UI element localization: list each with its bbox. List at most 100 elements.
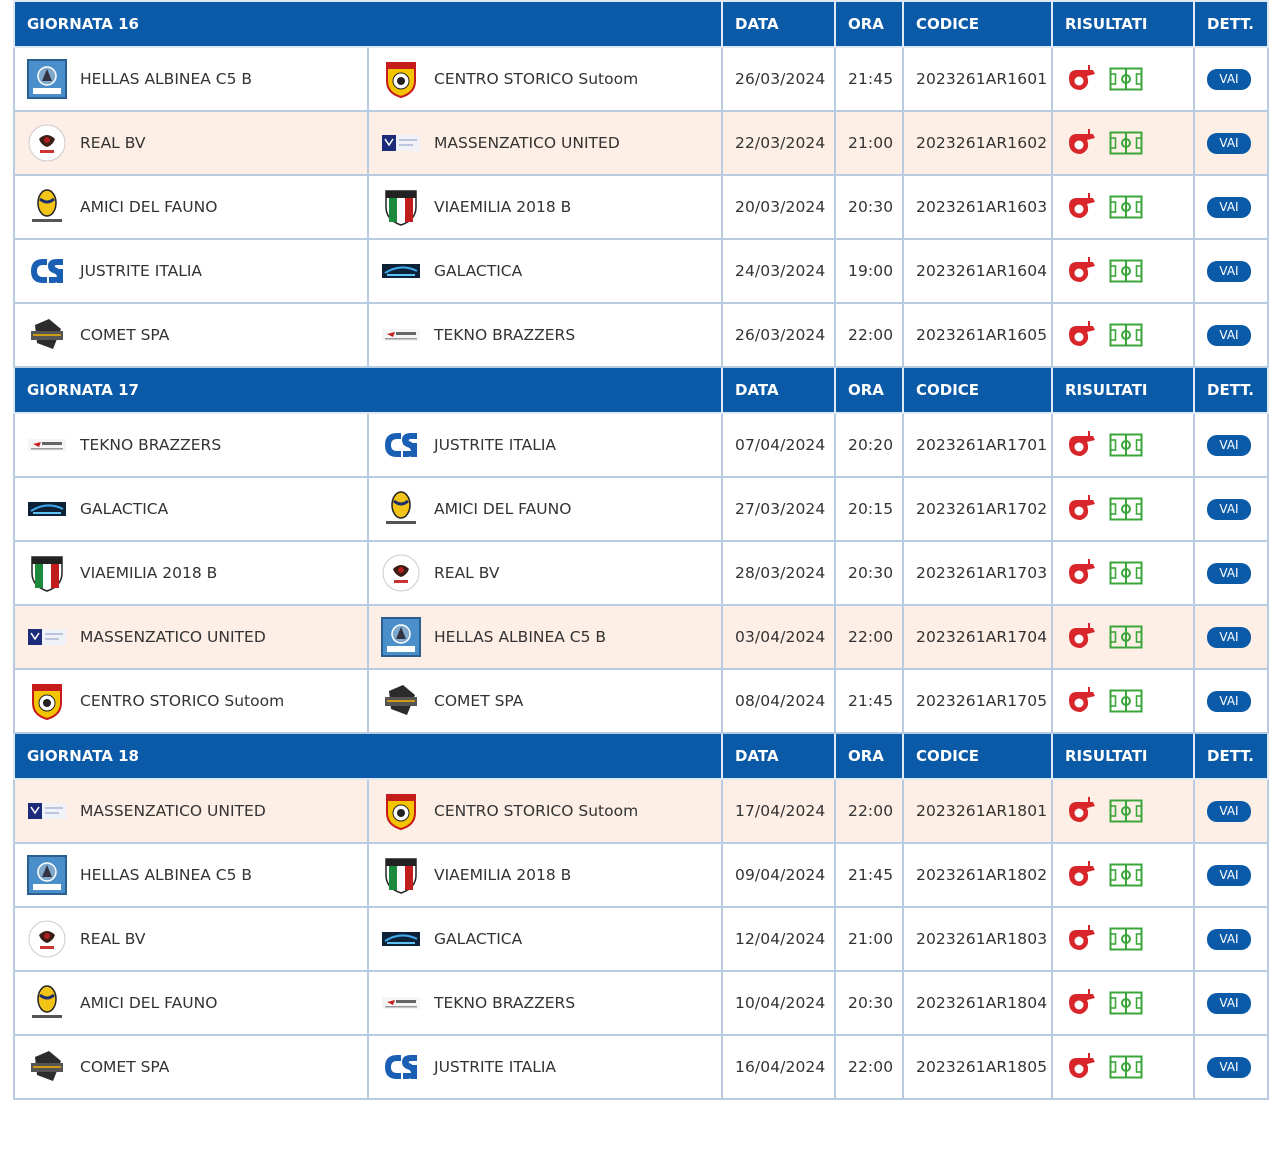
whistle-icon[interactable]: [1065, 64, 1099, 94]
vai-button[interactable]: VAI: [1207, 260, 1251, 282]
away-team-cell: AMICI DEL FAUNO: [367, 476, 723, 542]
details-cell: VAI: [1193, 110, 1269, 176]
col-ora-header: ORA: [834, 732, 904, 780]
vai-button[interactable]: VAI: [1207, 928, 1251, 950]
whistle-icon[interactable]: [1065, 686, 1099, 716]
results-cell: [1051, 1034, 1195, 1100]
vai-button[interactable]: VAI: [1207, 864, 1251, 886]
vai-button[interactable]: VAI: [1207, 324, 1251, 346]
centro-storico-logo: [381, 59, 421, 99]
whistle-icon[interactable]: [1065, 924, 1099, 954]
home-team-cell: JUSTRITE ITALIA: [13, 238, 369, 304]
match-date: 07/04/2024: [721, 412, 836, 478]
vai-button[interactable]: VAI: [1207, 132, 1251, 154]
home-team-name: VIAEMILIA 2018 B: [80, 564, 218, 582]
match-code: 2023261AR1604: [902, 238, 1053, 304]
field-icon[interactable]: [1109, 927, 1143, 951]
home-team-name: TEKNO BRAZZERS: [80, 436, 222, 454]
match-time: 22:00: [834, 778, 904, 844]
vai-button[interactable]: VAI: [1207, 800, 1251, 822]
results-cell: [1051, 238, 1195, 304]
field-icon[interactable]: [1109, 991, 1143, 1015]
tekno-logo: [381, 983, 421, 1023]
field-icon[interactable]: [1109, 195, 1143, 219]
vai-button[interactable]: VAI: [1207, 1056, 1251, 1078]
vai-button[interactable]: VAI: [1207, 690, 1251, 712]
home-team-name: CENTRO STORICO Sutoom: [80, 692, 285, 710]
field-icon[interactable]: [1109, 433, 1143, 457]
justrite-logo: [27, 251, 67, 291]
whistle-icon[interactable]: [1065, 622, 1099, 652]
away-team-cell: COMET SPA: [367, 668, 723, 734]
whistle-icon[interactable]: [1065, 430, 1099, 460]
home-team-cell: COMET SPA: [13, 302, 369, 368]
away-team-cell: MASSENZATICO UNITED: [367, 110, 723, 176]
field-icon[interactable]: [1109, 323, 1143, 347]
field-icon[interactable]: [1109, 1055, 1143, 1079]
col-ora-header: ORA: [834, 0, 904, 48]
home-team-name: COMET SPA: [80, 1058, 170, 1076]
home-team-cell: GALACTICA: [13, 476, 369, 542]
match-date: 10/04/2024: [721, 970, 836, 1036]
col-codice-header: CODICE: [902, 366, 1053, 414]
match-code: 2023261AR1801: [902, 778, 1053, 844]
away-team-name: REAL BV: [434, 564, 500, 582]
details-cell: VAI: [1193, 238, 1269, 304]
viaemilia-logo: [27, 553, 67, 593]
whistle-icon[interactable]: [1065, 192, 1099, 222]
field-icon[interactable]: [1109, 863, 1143, 887]
whistle-icon[interactable]: [1065, 494, 1099, 524]
match-code: 2023261AR1705: [902, 668, 1053, 734]
whistle-icon[interactable]: [1065, 320, 1099, 350]
galactica-logo: [27, 489, 67, 529]
comet-logo: [381, 681, 421, 721]
vai-button[interactable]: VAI: [1207, 434, 1251, 456]
whistle-icon[interactable]: [1065, 256, 1099, 286]
galactica-logo: [381, 919, 421, 959]
schedule-table: GIORNATA 16 DATA ORA CODICE RISULTATI DE…: [13, 0, 1269, 1100]
match-row: COMET SPA TEKNO BRAZZERS 26/03/2024 22:0…: [13, 302, 1269, 368]
match-date: 20/03/2024: [721, 174, 836, 240]
whistle-icon[interactable]: [1065, 1052, 1099, 1082]
col-risultati-header: RISULTATI: [1051, 0, 1195, 48]
round-header: GIORNATA 17 DATA ORA CODICE RISULTATI DE…: [13, 366, 1269, 414]
whistle-icon[interactable]: [1065, 988, 1099, 1018]
massenzatico-logo: [381, 123, 421, 163]
field-icon[interactable]: [1109, 625, 1143, 649]
round-header: GIORNATA 18 DATA ORA CODICE RISULTATI DE…: [13, 732, 1269, 780]
field-icon[interactable]: [1109, 497, 1143, 521]
vai-button[interactable]: VAI: [1207, 68, 1251, 90]
match-date: 24/03/2024: [721, 238, 836, 304]
home-team-name: GALACTICA: [80, 500, 169, 518]
whistle-icon[interactable]: [1065, 128, 1099, 158]
vai-button[interactable]: VAI: [1207, 626, 1251, 648]
home-team-name: MASSENZATICO UNITED: [80, 802, 266, 820]
vai-button[interactable]: VAI: [1207, 498, 1251, 520]
vai-button[interactable]: VAI: [1207, 992, 1251, 1014]
away-team-cell: JUSTRITE ITALIA: [367, 1034, 723, 1100]
match-row: TEKNO BRAZZERS JUSTRITE ITALIA 07/04/202…: [13, 412, 1269, 478]
details-cell: VAI: [1193, 302, 1269, 368]
match-time: 22:00: [834, 604, 904, 670]
details-cell: VAI: [1193, 1034, 1269, 1100]
field-icon[interactable]: [1109, 689, 1143, 713]
home-team-cell: REAL BV: [13, 906, 369, 972]
details-cell: VAI: [1193, 906, 1269, 972]
field-icon[interactable]: [1109, 131, 1143, 155]
field-icon[interactable]: [1109, 67, 1143, 91]
home-team-cell: VIAEMILIA 2018 B: [13, 540, 369, 606]
away-team-cell: CENTRO STORICO Sutoom: [367, 46, 723, 112]
field-icon[interactable]: [1109, 799, 1143, 823]
centro-storico-logo: [381, 791, 421, 831]
field-icon[interactable]: [1109, 561, 1143, 585]
field-icon[interactable]: [1109, 259, 1143, 283]
tekno-logo: [381, 315, 421, 355]
col-dett-header: DETT.: [1193, 0, 1269, 48]
vai-button[interactable]: VAI: [1207, 196, 1251, 218]
whistle-icon[interactable]: [1065, 796, 1099, 826]
vai-button[interactable]: VAI: [1207, 562, 1251, 584]
whistle-icon[interactable]: [1065, 860, 1099, 890]
justrite-logo: [381, 425, 421, 465]
whistle-icon[interactable]: [1065, 558, 1099, 588]
amici-fauno-logo: [381, 489, 421, 529]
